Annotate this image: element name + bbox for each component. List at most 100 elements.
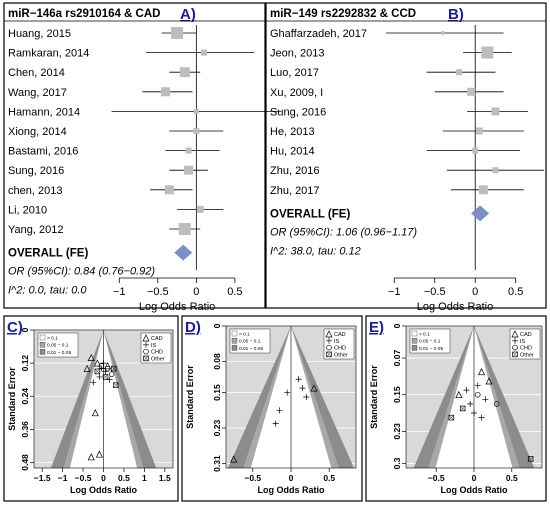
point-other: [102, 374, 109, 380]
effect-box: [184, 165, 194, 175]
point-other-cross: [528, 456, 534, 462]
point-chd: [493, 401, 500, 407]
legend-group: IS: [520, 339, 526, 345]
point-is: [474, 382, 481, 389]
study-label: Hamann, 2014: [8, 106, 80, 118]
point-is: [478, 414, 485, 421]
x-axis-label: Log Odds Ratio: [70, 485, 137, 495]
point-chd: [475, 391, 481, 398]
effect-box: [193, 128, 200, 134]
point-chd: [326, 344, 332, 351]
y-tick-label: 0: [20, 327, 30, 332]
x-tick-label: 0.5: [508, 286, 523, 298]
legend-level: 0.05 − 0.1: [419, 339, 441, 345]
y-tick-label: 0.48: [20, 454, 30, 471]
legend-swatch: [411, 330, 418, 337]
level-legend: > 0.10.05 − 0.10.01 − 0.05: [409, 328, 451, 354]
x-tick-label: 0.5: [118, 473, 130, 483]
legend-swatch: [231, 345, 238, 351]
panel-border: [265, 2, 547, 309]
legend-group: IS: [334, 339, 340, 345]
legend-group: CHD: [151, 350, 163, 356]
study-label: Sung, 2016: [270, 106, 326, 118]
funnel-plot-d: D) > 0.10.05 − 0.10.01 − 0.05 CADISCHDOthe…: [181, 315, 363, 502]
effect-box: [164, 185, 174, 195]
effect-box: [201, 49, 208, 56]
study-label: Sung, 2016: [8, 165, 64, 177]
point-cad: [325, 330, 333, 338]
point-other: [459, 405, 466, 412]
panel-letter: C): [7, 319, 23, 336]
x-tick-label: 0: [289, 473, 294, 483]
panel-border: [365, 315, 547, 502]
panel-border: [181, 315, 363, 502]
legend-level: 0.01 − 0.05: [239, 346, 263, 352]
x-tick-label: 0.5: [506, 473, 518, 483]
effect-box: [475, 127, 483, 135]
study-label: Xu, 2009, I: [270, 87, 323, 99]
point-cad: [142, 334, 150, 342]
overall-diamond: [174, 244, 193, 261]
forest-plot-b: miR−149 rs2292832 & CCD B) Ghaffarzadeh, 2…: [265, 2, 547, 313]
point-chd: [98, 363, 105, 369]
legend-box: [140, 332, 172, 364]
legend-swatch: [231, 338, 238, 344]
study-label: chen, 2013: [8, 185, 62, 197]
study-label: Zhu, 2017: [270, 185, 320, 197]
point-is: [463, 387, 470, 394]
point-chd: [108, 371, 115, 377]
y-tick-label: 0.07: [392, 350, 402, 367]
legend-swatch: [39, 349, 46, 355]
legend-group: CAD: [151, 336, 163, 342]
legend-group: CAD: [334, 332, 346, 338]
x-tick-label: 1.5: [159, 473, 171, 483]
point-is: [295, 376, 302, 383]
legend-group: CAD: [520, 332, 532, 338]
effect-box: [196, 205, 204, 213]
study-label: Wang, 2017: [8, 87, 67, 99]
y-tick-label: 0.36: [20, 421, 30, 438]
point-is: [96, 373, 103, 380]
point-is: [512, 337, 518, 344]
point-cad: [95, 450, 103, 458]
x-tick-label: 1: [142, 473, 147, 483]
point-is: [272, 420, 279, 427]
point-is: [284, 389, 291, 396]
panel-border: [3, 315, 179, 502]
y-tick-label: 0: [392, 323, 402, 328]
point-other-cross: [460, 405, 466, 412]
point-other-cross: [326, 351, 332, 357]
effect-box: [441, 31, 445, 35]
het-text: I^2: 38.0, tau: 0.12: [270, 245, 361, 257]
legend-group: CHD: [520, 346, 532, 352]
effect-box: [481, 46, 494, 59]
overall-diamond: [471, 205, 490, 222]
panel-letter: B): [448, 6, 464, 23]
overall-label: OVERALL (FE): [270, 208, 350, 220]
x-tick-label: −1: [388, 286, 401, 298]
study-label: Jeon, 2013: [270, 48, 324, 60]
x-axis-label: Log Odds Ratio: [441, 485, 508, 495]
legend-group: CHD: [334, 346, 346, 352]
effect-box: [467, 87, 476, 96]
legend-level: 0.01 − 0.05: [419, 346, 443, 352]
or-text: OR (95%CI): 1.06 (0.96−1.17): [270, 226, 417, 238]
point-other-cross: [113, 382, 119, 388]
study-label: Xiong, 2014: [8, 126, 67, 138]
x-tick-label: −0.5: [147, 286, 169, 298]
legend-group: IS: [151, 343, 157, 349]
point-is: [326, 337, 332, 344]
effect-box: [161, 87, 171, 97]
legend-swatch: [231, 330, 238, 337]
point-cad: [93, 359, 101, 367]
effect-box: [491, 107, 500, 116]
point-is: [303, 394, 310, 400]
x-axis-label: Log Odds Ratio: [258, 485, 325, 495]
x-tick-label: −0.5: [244, 473, 261, 483]
x-tick-label: −1: [58, 473, 68, 483]
point-chd: [512, 344, 518, 351]
point-other: [527, 456, 534, 462]
